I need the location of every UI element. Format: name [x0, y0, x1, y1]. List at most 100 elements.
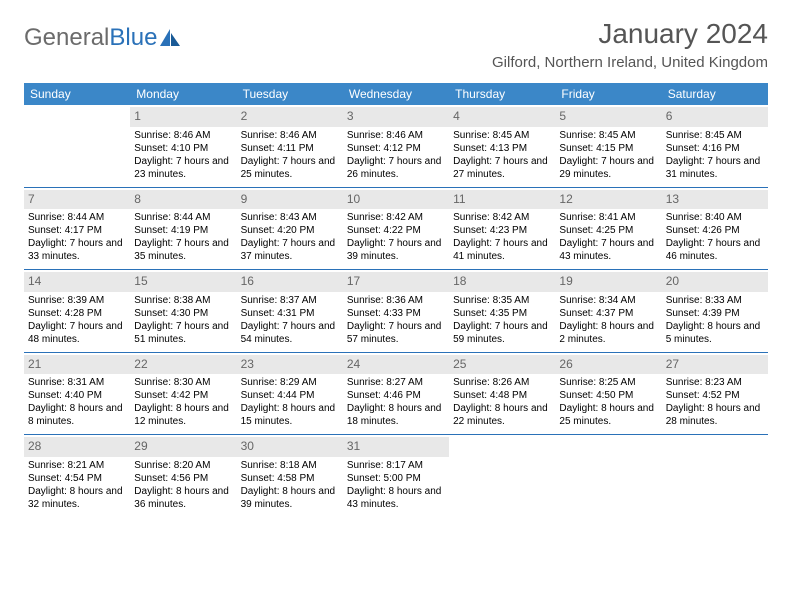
day-number: 23: [237, 355, 343, 375]
day-detail-text: Sunrise: 8:31 AMSunset: 4:40 PMDaylight:…: [28, 376, 126, 428]
calendar-day-cell: 14Sunrise: 8:39 AMSunset: 4:28 PMDayligh…: [24, 270, 130, 353]
day-number: 2: [237, 107, 343, 127]
calendar-day-cell: 22Sunrise: 8:30 AMSunset: 4:42 PMDayligh…: [130, 352, 236, 435]
calendar-day-cell: 30Sunrise: 8:18 AMSunset: 4:58 PMDayligh…: [237, 435, 343, 517]
calendar-day-cell: 29Sunrise: 8:20 AMSunset: 4:56 PMDayligh…: [130, 435, 236, 517]
month-title: January 2024: [492, 18, 768, 50]
day-number: 10: [343, 190, 449, 210]
logo-text-blue: Blue: [109, 24, 157, 52]
calendar-week-row: 28Sunrise: 8:21 AMSunset: 4:54 PMDayligh…: [24, 435, 768, 517]
day-detail-text: Sunrise: 8:25 AMSunset: 4:50 PMDaylight:…: [559, 376, 657, 428]
calendar-day-cell: 6Sunrise: 8:45 AMSunset: 4:16 PMDaylight…: [662, 105, 768, 187]
day-detail-text: Sunrise: 8:45 AMSunset: 4:13 PMDaylight:…: [453, 129, 551, 181]
day-detail-text: Sunrise: 8:20 AMSunset: 4:56 PMDaylight:…: [134, 459, 232, 511]
day-number: 5: [555, 107, 661, 127]
day-detail-text: Sunrise: 8:29 AMSunset: 4:44 PMDaylight:…: [241, 376, 339, 428]
calendar-day-cell: [555, 435, 661, 517]
day-number: 13: [662, 190, 768, 210]
day-number: 8: [130, 190, 236, 210]
day-detail-text: Sunrise: 8:44 AMSunset: 4:19 PMDaylight:…: [134, 211, 232, 263]
calendar-day-cell: 12Sunrise: 8:41 AMSunset: 4:25 PMDayligh…: [555, 187, 661, 270]
calendar-day-cell: 27Sunrise: 8:23 AMSunset: 4:52 PMDayligh…: [662, 352, 768, 435]
day-detail-text: Sunrise: 8:43 AMSunset: 4:20 PMDaylight:…: [241, 211, 339, 263]
calendar-day-cell: [24, 105, 130, 187]
weekday-header: Monday: [130, 83, 236, 105]
calendar-day-cell: 7Sunrise: 8:44 AMSunset: 4:17 PMDaylight…: [24, 187, 130, 270]
day-number: 27: [662, 355, 768, 375]
day-number: 9: [237, 190, 343, 210]
day-number: 4: [449, 107, 555, 127]
day-detail-text: Sunrise: 8:30 AMSunset: 4:42 PMDaylight:…: [134, 376, 232, 428]
day-number: 18: [449, 272, 555, 292]
day-detail-text: Sunrise: 8:18 AMSunset: 4:58 PMDaylight:…: [241, 459, 339, 511]
weekday-header: Wednesday: [343, 83, 449, 105]
calendar-week-row: 1Sunrise: 8:46 AMSunset: 4:10 PMDaylight…: [24, 105, 768, 187]
weekday-header: Saturday: [662, 83, 768, 105]
day-detail-text: Sunrise: 8:42 AMSunset: 4:23 PMDaylight:…: [453, 211, 551, 263]
weekday-header: Thursday: [449, 83, 555, 105]
calendar-day-cell: [662, 435, 768, 517]
day-number: 20: [662, 272, 768, 292]
calendar-day-cell: 20Sunrise: 8:33 AMSunset: 4:39 PMDayligh…: [662, 270, 768, 353]
day-detail-text: Sunrise: 8:42 AMSunset: 4:22 PMDaylight:…: [347, 211, 445, 263]
calendar-day-cell: 16Sunrise: 8:37 AMSunset: 4:31 PMDayligh…: [237, 270, 343, 353]
weekday-header: Sunday: [24, 83, 130, 105]
day-detail-text: Sunrise: 8:46 AMSunset: 4:12 PMDaylight:…: [347, 129, 445, 181]
calendar-week-row: 14Sunrise: 8:39 AMSunset: 4:28 PMDayligh…: [24, 270, 768, 353]
day-number: 30: [237, 437, 343, 457]
calendar-day-cell: 13Sunrise: 8:40 AMSunset: 4:26 PMDayligh…: [662, 187, 768, 270]
day-detail-text: Sunrise: 8:40 AMSunset: 4:26 PMDaylight:…: [666, 211, 764, 263]
calendar-day-cell: 5Sunrise: 8:45 AMSunset: 4:15 PMDaylight…: [555, 105, 661, 187]
day-detail-text: Sunrise: 8:44 AMSunset: 4:17 PMDaylight:…: [28, 211, 126, 263]
logo-sail-icon: [160, 29, 182, 47]
day-number: 16: [237, 272, 343, 292]
day-detail-text: Sunrise: 8:45 AMSunset: 4:16 PMDaylight:…: [666, 129, 764, 181]
calendar-body: 1Sunrise: 8:46 AMSunset: 4:10 PMDaylight…: [24, 105, 768, 517]
day-detail-text: Sunrise: 8:45 AMSunset: 4:15 PMDaylight:…: [559, 129, 657, 181]
calendar-day-cell: 17Sunrise: 8:36 AMSunset: 4:33 PMDayligh…: [343, 270, 449, 353]
day-number: 3: [343, 107, 449, 127]
calendar-day-cell: 8Sunrise: 8:44 AMSunset: 4:19 PMDaylight…: [130, 187, 236, 270]
calendar-day-cell: 23Sunrise: 8:29 AMSunset: 4:44 PMDayligh…: [237, 352, 343, 435]
calendar-day-cell: 15Sunrise: 8:38 AMSunset: 4:30 PMDayligh…: [130, 270, 236, 353]
calendar-day-cell: 1Sunrise: 8:46 AMSunset: 4:10 PMDaylight…: [130, 105, 236, 187]
calendar-day-cell: 25Sunrise: 8:26 AMSunset: 4:48 PMDayligh…: [449, 352, 555, 435]
day-detail-text: Sunrise: 8:46 AMSunset: 4:10 PMDaylight:…: [134, 129, 232, 181]
day-number: 29: [130, 437, 236, 457]
logo: GeneralBlue: [24, 24, 182, 52]
day-number: 22: [130, 355, 236, 375]
calendar-day-cell: 2Sunrise: 8:46 AMSunset: 4:11 PMDaylight…: [237, 105, 343, 187]
calendar-day-cell: 24Sunrise: 8:27 AMSunset: 4:46 PMDayligh…: [343, 352, 449, 435]
day-detail-text: Sunrise: 8:26 AMSunset: 4:48 PMDaylight:…: [453, 376, 551, 428]
day-detail-text: Sunrise: 8:27 AMSunset: 4:46 PMDaylight:…: [347, 376, 445, 428]
day-number: 17: [343, 272, 449, 292]
title-block: January 2024 Gilford, Northern Ireland, …: [492, 18, 768, 79]
weekday-header: Tuesday: [237, 83, 343, 105]
calendar-day-cell: 18Sunrise: 8:35 AMSunset: 4:35 PMDayligh…: [449, 270, 555, 353]
day-detail-text: Sunrise: 8:21 AMSunset: 4:54 PMDaylight:…: [28, 459, 126, 511]
logo-text-general: General: [24, 24, 109, 52]
day-detail-text: Sunrise: 8:33 AMSunset: 4:39 PMDaylight:…: [666, 294, 764, 346]
day-detail-text: Sunrise: 8:36 AMSunset: 4:33 PMDaylight:…: [347, 294, 445, 346]
day-detail-text: Sunrise: 8:35 AMSunset: 4:35 PMDaylight:…: [453, 294, 551, 346]
calendar-week-row: 7Sunrise: 8:44 AMSunset: 4:17 PMDaylight…: [24, 187, 768, 270]
day-detail-text: Sunrise: 8:39 AMSunset: 4:28 PMDaylight:…: [28, 294, 126, 346]
day-number: 28: [24, 437, 130, 457]
weekday-header: Friday: [555, 83, 661, 105]
day-detail-text: Sunrise: 8:17 AMSunset: 5:00 PMDaylight:…: [347, 459, 445, 511]
weekday-header-row: SundayMondayTuesdayWednesdayThursdayFrid…: [24, 83, 768, 105]
day-detail-text: Sunrise: 8:38 AMSunset: 4:30 PMDaylight:…: [134, 294, 232, 346]
day-number: 12: [555, 190, 661, 210]
day-number: 31: [343, 437, 449, 457]
day-number: 14: [24, 272, 130, 292]
day-number: 25: [449, 355, 555, 375]
calendar-day-cell: 4Sunrise: 8:45 AMSunset: 4:13 PMDaylight…: [449, 105, 555, 187]
day-number: 19: [555, 272, 661, 292]
calendar-day-cell: [449, 435, 555, 517]
calendar-day-cell: 3Sunrise: 8:46 AMSunset: 4:12 PMDaylight…: [343, 105, 449, 187]
day-number: 11: [449, 190, 555, 210]
day-number: 15: [130, 272, 236, 292]
calendar-day-cell: 11Sunrise: 8:42 AMSunset: 4:23 PMDayligh…: [449, 187, 555, 270]
calendar-day-cell: 31Sunrise: 8:17 AMSunset: 5:00 PMDayligh…: [343, 435, 449, 517]
day-number: 26: [555, 355, 661, 375]
